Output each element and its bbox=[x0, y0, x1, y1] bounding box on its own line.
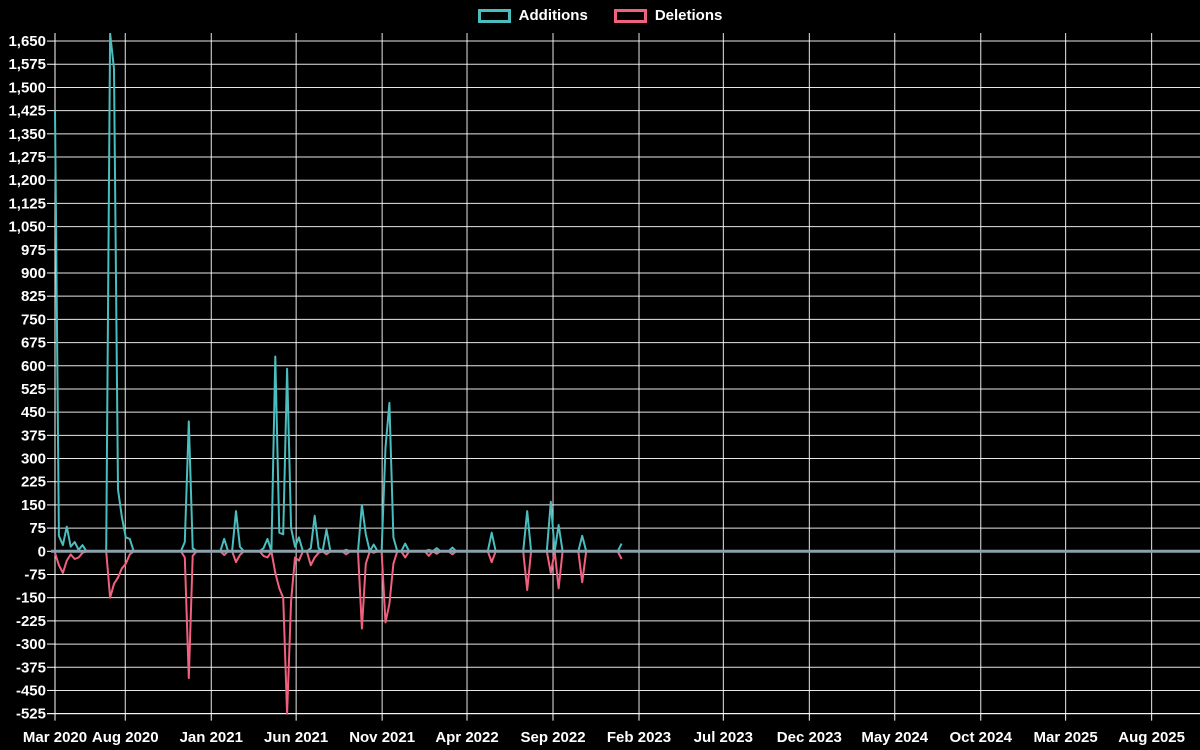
x-tick-label: Apr 2022 bbox=[435, 729, 498, 746]
x-tick-label: Dec 2023 bbox=[777, 729, 842, 746]
y-tick-label: 300 bbox=[21, 451, 46, 468]
x-tick-label: Jul 2023 bbox=[694, 729, 753, 746]
x-tick-label: Mar 2020 bbox=[23, 729, 87, 746]
y-tick-label: 1,275 bbox=[8, 149, 46, 166]
deletions-line bbox=[54, 550, 623, 715]
x-tick-label: Mar 2025 bbox=[1034, 729, 1098, 746]
x-tick-label: Jan 2021 bbox=[180, 729, 243, 746]
x-tick-label: Nov 2021 bbox=[349, 729, 415, 746]
x-tick-label: Sep 2022 bbox=[520, 729, 585, 746]
y-axis: 1,650 1,575 1,500 1,425 1,350 1,275 1,200 1,125… bbox=[8, 33, 55, 723]
y-tick-label: -75 bbox=[24, 566, 46, 583]
y-tick-label: 525 bbox=[21, 381, 46, 398]
y-tick-label: -300 bbox=[16, 636, 46, 653]
y-tick-label: -150 bbox=[16, 590, 46, 607]
y-tick-label: 75 bbox=[29, 520, 46, 537]
x-tick-label: Aug 2025 bbox=[1118, 729, 1185, 746]
y-tick-label: 1,425 bbox=[8, 103, 46, 120]
legend-item-deletions[interactable]: Deletions bbox=[613, 6, 723, 26]
legend-label-deletions: Deletions bbox=[654, 7, 723, 24]
y-tick-label: 750 bbox=[21, 311, 46, 328]
chart-legend: Additions Deletions bbox=[0, 6, 1200, 26]
y-tick-label: 600 bbox=[21, 358, 46, 375]
y-tick-label: 900 bbox=[21, 265, 46, 282]
y-tick-label: 225 bbox=[21, 474, 46, 491]
legend-label-additions: Additions bbox=[518, 7, 588, 24]
y-tick-label: 1,350 bbox=[8, 126, 46, 143]
x-axis: Mar 2020 Aug 2020 Jan 2021 Jun 2021 Nov 2021… bbox=[23, 33, 1200, 746]
x-tick-label: Oct 2024 bbox=[949, 729, 1012, 746]
deletions-swatch-icon bbox=[613, 9, 647, 23]
additions-swatch-icon bbox=[477, 9, 511, 23]
y-tick-label: 1,650 bbox=[8, 33, 46, 50]
y-tick-label: 1,125 bbox=[8, 195, 46, 212]
y-tick-label: 825 bbox=[21, 288, 46, 305]
y-tick-label: 1,200 bbox=[8, 172, 46, 189]
x-tick-label: May 2024 bbox=[861, 729, 928, 746]
y-tick-label: 375 bbox=[21, 427, 46, 444]
gridlines bbox=[54, 33, 1200, 715]
legend-item-additions[interactable]: Additions bbox=[477, 6, 588, 26]
x-tick-label: Aug 2020 bbox=[92, 729, 159, 746]
y-tick-label: 450 bbox=[21, 404, 46, 421]
x-tick-label: Feb 2023 bbox=[607, 729, 671, 746]
x-tick-label: Jun 2021 bbox=[264, 729, 328, 746]
y-tick-label: 675 bbox=[21, 335, 46, 352]
y-tick-label: 975 bbox=[21, 242, 46, 259]
y-tick-label: 1,500 bbox=[8, 79, 46, 96]
y-tick-label: -375 bbox=[16, 659, 46, 676]
y-tick-label: 1,575 bbox=[8, 56, 46, 73]
y-tick-label: 150 bbox=[21, 497, 46, 514]
y-tick-label: -450 bbox=[16, 682, 46, 699]
y-tick-label: 0 bbox=[38, 543, 46, 560]
y-tick-label: -525 bbox=[16, 706, 46, 723]
y-tick-label: -225 bbox=[16, 613, 46, 630]
y-tick-label: 1,050 bbox=[8, 219, 46, 236]
